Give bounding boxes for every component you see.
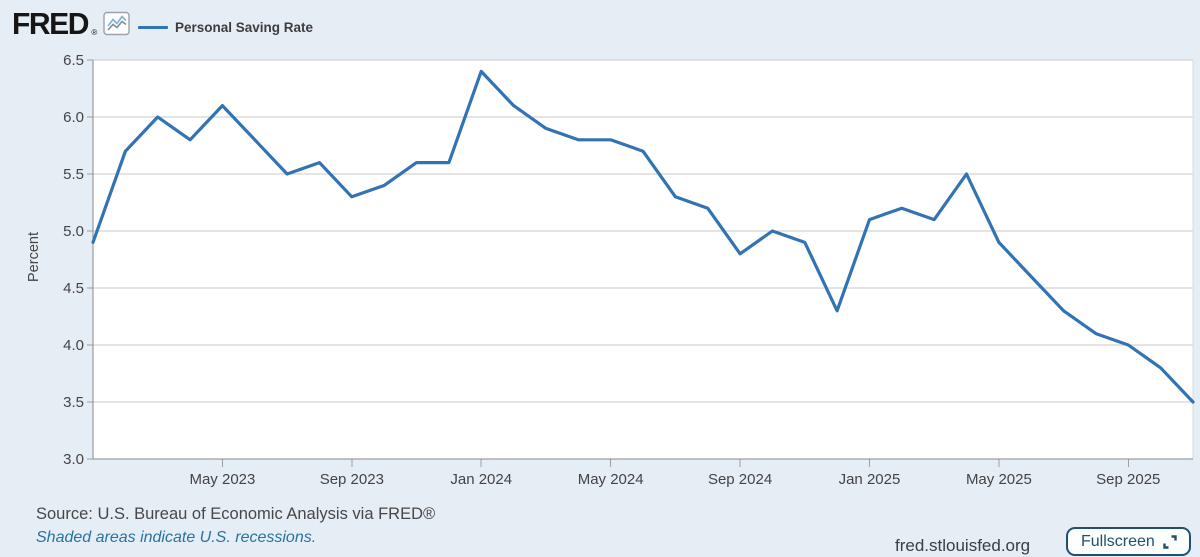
line-chart: 6.5 6.0 5.5 5.0 4.5 4.0 3.5 3.0 May 2023 Sep 2023…	[63, 52, 1195, 488]
chart-legend: Personal Saving Rate	[138, 20, 313, 35]
legend-series-label: Personal Saving Rate	[175, 20, 314, 35]
x-tick-label: Sep 2025	[1096, 471, 1160, 488]
y-tick-label: 5.0	[63, 223, 84, 240]
recessions-note-link[interactable]: Shaded areas indicate U.S. recessions.	[36, 529, 317, 546]
plot-area	[93, 60, 1193, 459]
x-tick-label: Jan 2025	[839, 471, 901, 488]
x-tick-label: May 2024	[578, 471, 644, 488]
y-tick-label: 5.5	[63, 166, 84, 183]
fred-logo[interactable]: FRED ®	[12, 8, 130, 39]
sparkline-chart-icon	[103, 11, 130, 36]
fullscreen-button-label: Fullscreen	[1081, 532, 1155, 550]
fred-site-url: fred.stlouisfed.org	[895, 536, 1031, 555]
x-tick-label: Sep 2023	[320, 471, 384, 488]
source-text: Source: U.S. Bureau of Economic Analysis…	[36, 505, 436, 523]
y-axis-title: Percent	[26, 232, 42, 282]
fullscreen-button[interactable]: Fullscreen	[1066, 527, 1191, 556]
y-tick-label: 3.0	[63, 451, 84, 468]
y-tick-label: 4.5	[63, 280, 84, 297]
x-tick-label: Sep 2024	[708, 471, 772, 488]
saving-rate-series-line	[91, 69, 1195, 404]
legend-line-swatch	[138, 26, 168, 29]
x-tick-label: May 2023	[189, 471, 255, 488]
y-tick-label: 4.0	[63, 337, 84, 354]
x-tick-label: May 2025	[966, 471, 1032, 488]
fullscreen-expand-icon	[1163, 534, 1177, 549]
fred-logo-text: FRED	[12, 6, 90, 41]
y-tick-label: 3.5	[63, 394, 84, 411]
registered-mark: ®	[91, 28, 98, 37]
x-tick-label: Jan 2024	[450, 471, 512, 488]
y-tick-label: 6.0	[63, 109, 84, 126]
y-tick-label: 6.5	[63, 52, 84, 69]
